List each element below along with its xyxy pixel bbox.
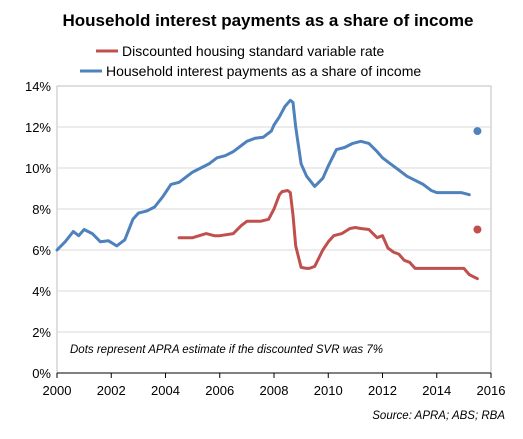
- series-lines: [55, 98, 479, 281]
- apra-estimate-dots: [473, 127, 482, 234]
- gridlines: [57, 126, 491, 374]
- legend-label-svr: Discounted housing standard variable rat…: [122, 43, 384, 59]
- x-axis-ticks: 2000 2002 2004 2006 2008 2010 2012 2014 2016: [43, 373, 506, 398]
- y-tick-label: 8%: [32, 202, 51, 217]
- y-tick-label: 0%: [32, 366, 51, 381]
- chart-annotation: Dots represent APRA estimate if the disc…: [70, 344, 383, 356]
- x-tick-label: 2002: [97, 383, 126, 398]
- x-tick-label: 2016: [477, 383, 506, 398]
- apra-estimate-point: [473, 225, 482, 234]
- series-line-interest: [55, 98, 471, 252]
- x-tick-label: 2000: [43, 383, 72, 398]
- plot-border: [56, 85, 492, 374]
- chart-source: Source: APRA; ABS; RBA: [372, 410, 505, 422]
- x-tick-label: 2004: [151, 383, 180, 398]
- chart-title: Household interest payments as a share o…: [63, 11, 474, 30]
- y-tick-label: 14%: [25, 79, 51, 94]
- apra-estimate-point: [473, 127, 482, 136]
- y-tick-label: 12%: [25, 120, 51, 135]
- x-tick-label: 2012: [368, 383, 397, 398]
- y-tick-label: 10%: [25, 161, 51, 176]
- plot-area: [56, 85, 492, 374]
- legend: Discounted housing standard variable rat…: [80, 43, 421, 79]
- x-tick-label: 2006: [205, 383, 234, 398]
- y-axis-ticks: 0% 2% 4% 6% 8% 10% 12% 14%: [25, 79, 51, 381]
- x-tick-label: 2008: [260, 383, 289, 398]
- x-tick-label: 2010: [314, 383, 343, 398]
- x-tick-label: 2014: [422, 383, 451, 398]
- series-line-svr: [177, 189, 479, 281]
- legend-label-interest: Household interest payments as a share o…: [106, 63, 421, 79]
- y-tick-label: 4%: [32, 284, 51, 299]
- y-tick-label: 6%: [32, 243, 51, 258]
- y-tick-label: 2%: [32, 325, 51, 340]
